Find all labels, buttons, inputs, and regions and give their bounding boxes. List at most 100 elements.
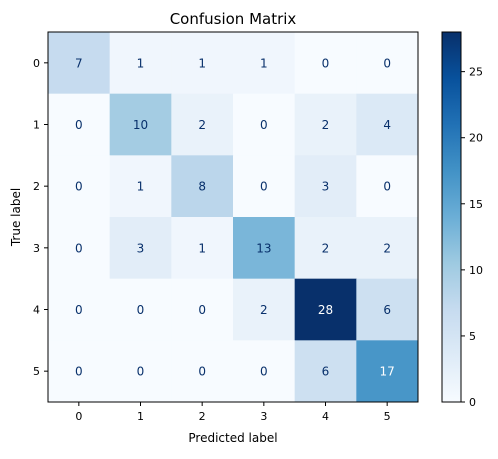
cell-value-label: 2: [322, 241, 330, 255]
heatmap-cell: [171, 278, 234, 341]
heatmap-cell: [48, 32, 111, 95]
x-tick-label: 1: [137, 410, 144, 423]
x-tick-label: 0: [75, 410, 82, 423]
colorbar-frame: [441, 31, 462, 403]
cell-value-label: 2: [260, 303, 268, 317]
heatmap-cell: [171, 155, 234, 218]
cell-value-label: 0: [198, 303, 206, 317]
x-tick-label: 3: [260, 410, 267, 423]
cell-value-label: 0: [75, 365, 83, 379]
heatmap-cell: [294, 32, 357, 95]
cell-value-label: 1: [198, 241, 206, 255]
heatmap-cell: [171, 32, 234, 95]
heatmap-cell: [109, 32, 172, 95]
colorbar: [442, 32, 461, 402]
cell-value-label: 0: [198, 365, 206, 379]
heatmap-cell: [294, 340, 357, 403]
heatmap-cell: [356, 340, 419, 403]
y-tick-label: 0: [33, 57, 40, 70]
x-tick-label: 5: [384, 410, 391, 423]
cell-value-label: 0: [137, 303, 145, 317]
cell-value-label: 1: [137, 180, 145, 194]
y-tick-label: 1: [33, 119, 40, 132]
heatmap-cell: [233, 217, 296, 280]
colorbar-tick-label: 10: [469, 264, 483, 277]
cell-value-label: 0: [75, 303, 83, 317]
heatmap-cell: [48, 340, 111, 403]
cell-value-label: 10: [133, 118, 148, 132]
cell-value-label: 2: [198, 118, 206, 132]
colorbar-tick-label: 15: [469, 198, 483, 211]
heatmap-cell: [294, 155, 357, 218]
heatmap-cell: [48, 278, 111, 341]
y-axis-label: True label: [9, 188, 23, 247]
y-tick-label: 3: [33, 242, 40, 255]
y-tick-label: 2: [33, 180, 40, 193]
heatmap-cell: [171, 217, 234, 280]
x-axis-ticks: 0 1 2 3 4 5: [75, 402, 391, 423]
cell-value-label: 0: [137, 365, 145, 379]
plot-frame: [47, 31, 419, 403]
cell-value-label: 0: [75, 118, 83, 132]
heatmap-cell: [109, 217, 172, 280]
heatmap-cell: [294, 217, 357, 280]
cell-value-label: 3: [137, 241, 145, 255]
heatmap-cell: [294, 93, 357, 156]
heatmap-cell: [233, 278, 296, 341]
colorbar-tick-label: 25: [469, 66, 483, 79]
cell-value-label: 0: [75, 241, 83, 255]
heatmap-cell: [109, 278, 172, 341]
cell-value-label: 0: [75, 180, 83, 194]
heatmap-cell: [356, 278, 419, 341]
heatmap-cell: [171, 93, 234, 156]
heatmap-cell: [356, 155, 419, 218]
y-tick-label: 5: [33, 365, 40, 378]
cell-value-label: 0: [322, 56, 330, 70]
cell-value-label: 17: [380, 365, 395, 379]
heatmap-cell: [233, 93, 296, 156]
cell-value-label: 2: [383, 241, 391, 255]
colorbar-tick-label: 0: [469, 396, 476, 409]
colorbar-tick-label: 5: [469, 330, 476, 343]
heatmap-cell: [356, 217, 419, 280]
cell-value-label: 0: [383, 56, 391, 70]
cell-value-label: 0: [260, 180, 268, 194]
colorbar-tick-label: 20: [469, 132, 483, 145]
cell-value-label: 6: [383, 303, 391, 317]
cell-value-label: 1: [137, 56, 145, 70]
y-tick-label: 4: [33, 304, 40, 317]
chart-title: Confusion Matrix: [170, 10, 297, 28]
x-tick-label: 2: [199, 410, 206, 423]
cell-value-label: 1: [198, 56, 206, 70]
heatmap-cell: [109, 155, 172, 218]
cell-value-label: 1: [260, 56, 268, 70]
heatmap-cell: [233, 340, 296, 403]
heatmap-cell: [233, 155, 296, 218]
y-axis-ticks: 0 1 2 3 4 5: [33, 57, 48, 378]
cell-value-label: 28: [318, 303, 333, 317]
heatmap-cell: [171, 340, 234, 403]
cell-value-label: 7: [75, 56, 83, 70]
cell-value-label: 6: [322, 365, 330, 379]
heatmap-cell: [356, 32, 419, 95]
heatmap-cell: [109, 340, 172, 403]
heatmap-cell: [233, 32, 296, 95]
cell-value-label: 13: [256, 241, 271, 255]
heatmap-cell: [48, 217, 111, 280]
heatmap-cell: [48, 155, 111, 218]
cell-value-label: 3: [322, 180, 330, 194]
heatmap-cell: [356, 93, 419, 156]
cell-value-label: 8: [198, 180, 206, 194]
x-axis-label: Predicted label: [188, 431, 277, 445]
colorbar-ticks: 0 5 10 15 20 25: [461, 66, 483, 409]
cell-value-label: 0: [260, 365, 268, 379]
heatmap-cell: [294, 278, 357, 341]
cell-value-label: 0: [260, 118, 268, 132]
cell-value-label: 4: [383, 118, 391, 132]
cell-value-labels: 7 1 1 1 0 00 10 2 0 2 40 1 8 0 3 00 3 1 13 2 20 0 0 2 28 60 0 0 0 6 17: [75, 56, 395, 378]
cell-value-label: 0: [383, 180, 391, 194]
heatmap-cell: [109, 93, 172, 156]
cell-value-label: 2: [322, 118, 330, 132]
